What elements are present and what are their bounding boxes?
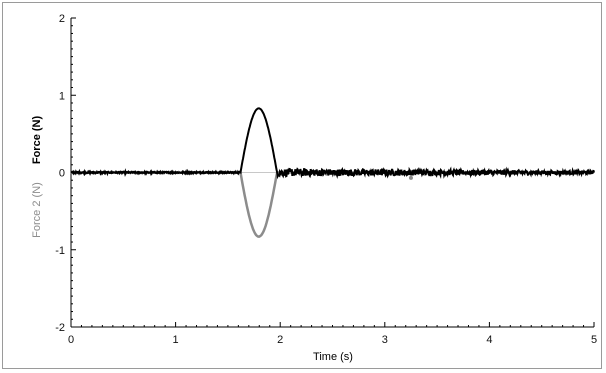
x-tick-label: 1	[173, 334, 179, 346]
chart-frame	[2, 2, 602, 369]
x-tick-label: 2	[277, 334, 283, 346]
x-axis-title: Time (s)	[313, 351, 353, 363]
x-tick-label: 4	[486, 334, 492, 346]
y-axis-title-force: Force (N)	[31, 116, 43, 165]
y-axis-title-force2: Force 2 (N)	[31, 182, 43, 238]
series-line-force	[70, 107, 595, 180]
x-tick-label: 5	[591, 334, 597, 346]
force2-noise-spike	[408, 175, 413, 180]
series-line-force2	[70, 170, 595, 238]
x-tick-label: 0	[68, 334, 74, 346]
y-tick-label: 0	[59, 168, 65, 180]
ticks: 0 1 2 3 4 5 -2 -1 0 1 2	[55, 13, 597, 346]
series-layer	[70, 107, 595, 238]
x-tick-label: 3	[382, 334, 388, 346]
y-tick-label: 1	[59, 90, 65, 102]
y-tick-label: 2	[59, 13, 65, 25]
y-tick-label: -2	[55, 322, 65, 334]
y-tick-label: -1	[55, 245, 65, 257]
